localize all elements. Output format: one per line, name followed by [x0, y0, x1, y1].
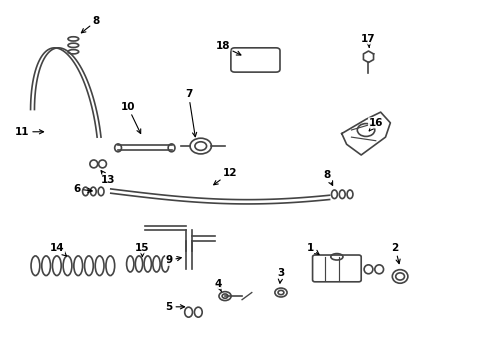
Text: 4: 4	[214, 279, 221, 292]
Text: 18: 18	[215, 41, 241, 55]
Text: 8: 8	[323, 170, 332, 185]
Text: 15: 15	[135, 243, 149, 257]
Text: 3: 3	[277, 268, 284, 283]
Text: 10: 10	[121, 102, 141, 134]
Text: 7: 7	[184, 89, 196, 137]
Text: 11: 11	[15, 127, 43, 137]
Text: 5: 5	[165, 302, 184, 312]
Text: 1: 1	[306, 243, 318, 255]
Text: 12: 12	[213, 168, 237, 185]
Text: 14: 14	[50, 243, 66, 256]
Text: 2: 2	[391, 243, 399, 264]
Text: 13: 13	[101, 171, 115, 185]
Text: 17: 17	[361, 34, 375, 47]
Text: 8: 8	[81, 16, 100, 33]
Text: 6: 6	[73, 184, 92, 194]
Text: 9: 9	[165, 255, 181, 265]
Text: 16: 16	[368, 118, 382, 131]
